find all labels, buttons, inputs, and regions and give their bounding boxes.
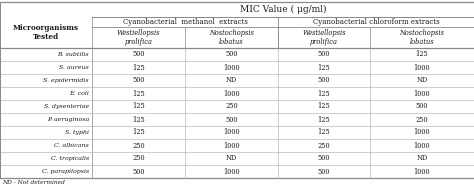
Text: ND: ND: [226, 155, 237, 163]
Text: ND: ND: [416, 155, 428, 163]
Text: Westiellopsis
prolifica: Westiellopsis prolifica: [302, 29, 346, 46]
Text: 125: 125: [132, 116, 145, 124]
Text: 1000: 1000: [223, 129, 240, 137]
Text: C. albicans: C. albicans: [54, 143, 89, 148]
Text: 250: 250: [132, 155, 145, 163]
Text: 500: 500: [132, 50, 145, 58]
Text: ND: ND: [226, 77, 237, 84]
Text: 125: 125: [318, 129, 330, 137]
Text: B. subtilis: B. subtilis: [57, 52, 89, 57]
Text: 1000: 1000: [223, 63, 240, 71]
Text: 125: 125: [318, 103, 330, 111]
Text: P. aeruginosa: P. aeruginosa: [47, 117, 89, 122]
Text: 1000: 1000: [414, 168, 430, 176]
Text: C. tropicalis: C. tropicalis: [51, 156, 89, 161]
Text: 125: 125: [132, 63, 145, 71]
Text: 500: 500: [225, 116, 238, 124]
Text: 125: 125: [318, 90, 330, 97]
Text: 125: 125: [132, 129, 145, 137]
Text: 500: 500: [318, 155, 330, 163]
Text: 500: 500: [132, 168, 145, 176]
Text: C. parapilopsis: C. parapilopsis: [42, 169, 89, 174]
Text: 1000: 1000: [414, 63, 430, 71]
Text: Westiellopsis
prolifica: Westiellopsis prolifica: [117, 29, 160, 46]
Text: S. dysenteriae: S. dysenteriae: [44, 104, 89, 109]
Text: S. epidermidis: S. epidermidis: [44, 78, 89, 83]
Text: 250: 250: [318, 142, 330, 150]
Text: E. coli: E. coli: [69, 91, 89, 96]
Text: S. typhi: S. typhi: [65, 130, 89, 135]
Text: 250: 250: [225, 103, 238, 111]
Text: Microorganisms
Tested: Microorganisms Tested: [13, 24, 79, 41]
Text: 1000: 1000: [414, 90, 430, 97]
Text: ND - Not determined: ND - Not determined: [2, 180, 65, 185]
Text: 1000: 1000: [414, 129, 430, 137]
Text: MIC Value ( μg/ml): MIC Value ( μg/ml): [240, 5, 326, 14]
Text: 125: 125: [318, 116, 330, 124]
Text: Nostochopsis
lobatus: Nostochopsis lobatus: [400, 29, 445, 46]
Text: 125: 125: [416, 50, 428, 58]
Text: 125: 125: [132, 90, 145, 97]
Text: 500: 500: [416, 103, 428, 111]
Text: 1000: 1000: [223, 90, 240, 97]
Text: Cyanobacterial chloroform extracts: Cyanobacterial chloroform extracts: [313, 18, 439, 26]
Text: 1000: 1000: [223, 142, 240, 150]
Text: 500: 500: [318, 77, 330, 84]
Text: 250: 250: [416, 116, 428, 124]
Text: 500: 500: [318, 168, 330, 176]
Text: 125: 125: [318, 63, 330, 71]
Text: 500: 500: [225, 50, 238, 58]
Text: S. aureus: S. aureus: [59, 65, 89, 70]
Text: ND: ND: [416, 77, 428, 84]
Text: Cyanobacterial  methanol  extracts: Cyanobacterial methanol extracts: [123, 18, 247, 26]
Text: 500: 500: [132, 77, 145, 84]
Text: 250: 250: [132, 142, 145, 150]
Text: 1000: 1000: [414, 142, 430, 150]
Text: 125: 125: [132, 103, 145, 111]
Text: Nostochopsis
lobatus: Nostochopsis lobatus: [209, 29, 254, 46]
Text: 500: 500: [318, 50, 330, 58]
Text: 1000: 1000: [223, 168, 240, 176]
